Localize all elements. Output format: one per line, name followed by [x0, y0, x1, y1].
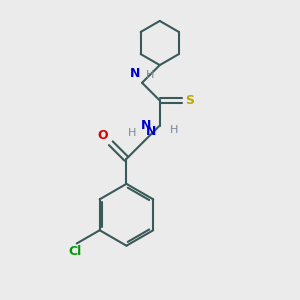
Text: N: N — [141, 119, 152, 132]
Text: H: H — [170, 125, 178, 135]
Text: Cl: Cl — [69, 245, 82, 258]
Text: N: N — [130, 67, 141, 80]
Text: N: N — [146, 125, 156, 138]
Text: H: H — [128, 128, 136, 138]
Text: S: S — [185, 94, 194, 107]
Text: H: H — [146, 70, 154, 80]
Text: O: O — [97, 129, 108, 142]
